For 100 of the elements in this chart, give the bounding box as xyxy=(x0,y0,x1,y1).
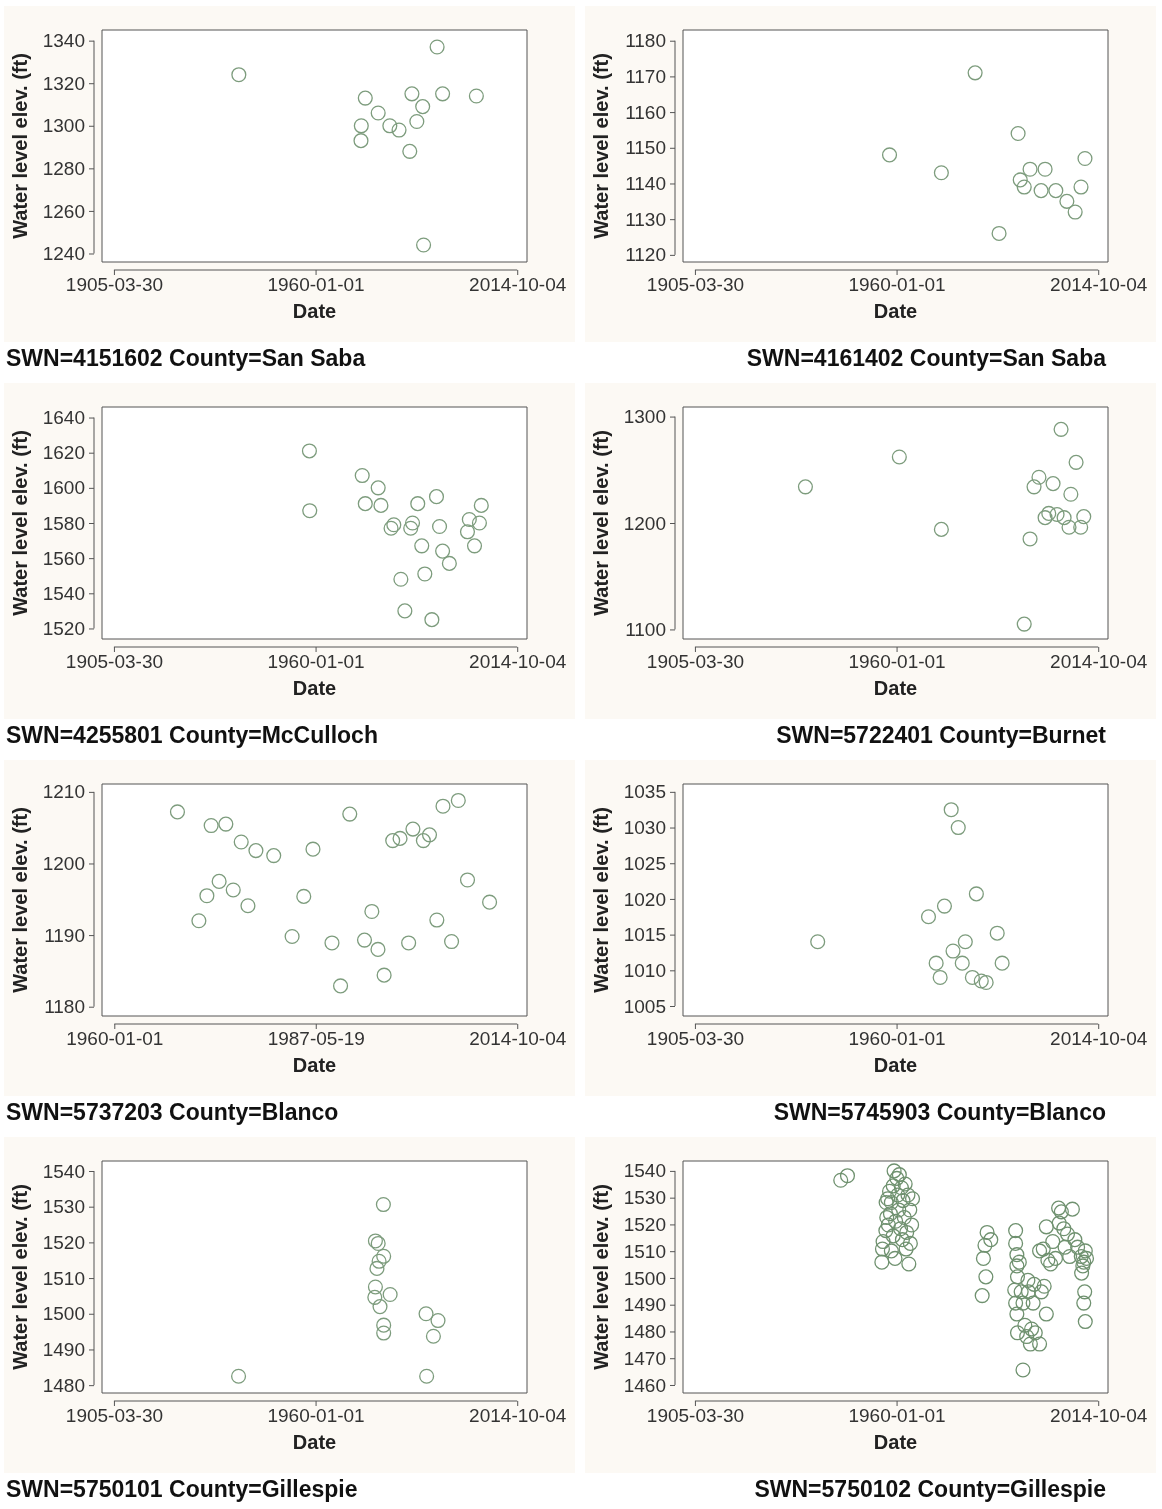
y-tick-label: 1260 xyxy=(42,200,85,222)
y-tick-label: 1620 xyxy=(42,442,85,464)
y-tick-label: 1180 xyxy=(625,30,666,52)
point xyxy=(967,65,983,81)
point xyxy=(1059,193,1075,209)
point xyxy=(376,1325,392,1341)
text: SWN=5750102 County=Gillespie xyxy=(754,1476,1106,1502)
point xyxy=(435,798,451,814)
point xyxy=(810,934,826,950)
point xyxy=(1016,179,1032,195)
point xyxy=(482,894,498,910)
point xyxy=(402,143,418,159)
y-tick-label: 1020 xyxy=(623,888,666,910)
y-tick-label: 1120 xyxy=(625,244,666,266)
x-tick-label: 1960-01-01 xyxy=(267,1405,365,1427)
point xyxy=(1056,510,1072,526)
y-tick-label: 1160 xyxy=(625,101,666,123)
y-tick-label: 1480 xyxy=(42,1374,85,1396)
point xyxy=(950,820,966,836)
point xyxy=(301,443,317,459)
point xyxy=(284,928,300,945)
point xyxy=(385,833,401,849)
point xyxy=(415,833,431,849)
point xyxy=(435,86,451,102)
text: SWN=5745903 County=Blanco xyxy=(773,1099,1106,1125)
point xyxy=(424,612,440,628)
point xyxy=(932,969,948,985)
point xyxy=(409,113,425,130)
y-tick-label: 1190 xyxy=(44,924,85,946)
y-tick-label: 1340 xyxy=(42,30,85,52)
point xyxy=(468,88,484,104)
x-axis-title: Date xyxy=(292,1054,337,1076)
point xyxy=(397,603,413,619)
x-tick-label: 1960-01-01 xyxy=(848,1028,946,1050)
x-tick-label: 2014-10-04 xyxy=(469,274,567,296)
point xyxy=(954,955,970,971)
point xyxy=(1010,125,1026,142)
x-tick-label: 1960-01-01 xyxy=(848,274,946,296)
point xyxy=(936,898,953,914)
point xyxy=(416,237,432,253)
point xyxy=(471,515,487,531)
point xyxy=(945,943,961,959)
y-tick-label: 1300 xyxy=(623,406,666,428)
x-axis-title: Date xyxy=(873,677,918,699)
point xyxy=(369,1260,385,1276)
point xyxy=(1033,183,1049,199)
y-axis-title: Water level elev. (ft) xyxy=(9,430,31,616)
y-tick-label: 1490 xyxy=(42,1339,85,1361)
point xyxy=(211,873,227,889)
y-tick-label: 1540 xyxy=(42,582,85,604)
point xyxy=(891,449,907,465)
point xyxy=(342,806,358,822)
x-axis-title: Date xyxy=(873,1431,918,1453)
y-axis-title: Water level elev. (ft) xyxy=(590,807,612,993)
y-tick-label: 1540 xyxy=(623,1160,666,1182)
y-tick-label: 1300 xyxy=(42,115,85,137)
text: SWN=5737203 County=Blanco xyxy=(6,1099,339,1125)
point xyxy=(404,515,421,531)
y-tick-label: 1530 xyxy=(42,1196,85,1218)
point xyxy=(296,888,312,904)
x-tick-label: 1905-03-30 xyxy=(646,274,745,296)
point xyxy=(1068,454,1084,470)
y-axis-title: Water level elev. (ft) xyxy=(9,53,31,239)
x-tick-label: 1960-01-01 xyxy=(848,651,946,673)
text: SWN=4255801 County=McCulloch xyxy=(6,722,378,748)
y-tick-label: 1520 xyxy=(623,1214,666,1235)
point xyxy=(191,913,207,929)
point xyxy=(444,933,460,950)
point xyxy=(450,792,466,809)
point xyxy=(333,978,349,994)
x-axis-title: Date xyxy=(873,1054,918,1076)
point xyxy=(240,898,256,914)
point xyxy=(461,511,477,528)
point xyxy=(376,1248,392,1264)
y-tick-label: 1035 xyxy=(623,781,666,803)
y-axis-title: Water level elev. (ft) xyxy=(590,1184,612,1370)
point xyxy=(418,1306,434,1322)
y-tick-label: 1200 xyxy=(623,512,666,534)
point xyxy=(410,496,426,512)
y-tick-label: 1580 xyxy=(42,512,85,534)
point xyxy=(428,489,445,505)
x-tick-label: 1905-03-30 xyxy=(646,1405,745,1427)
point xyxy=(1022,531,1038,547)
y-tick-label: 1510 xyxy=(623,1240,666,1262)
y-tick-label: 1170 xyxy=(625,65,666,87)
point xyxy=(376,1317,392,1333)
point xyxy=(466,538,483,554)
point xyxy=(994,955,1010,971)
y-tick-label: 1180 xyxy=(44,996,85,1018)
point xyxy=(233,834,249,850)
point xyxy=(370,941,386,957)
x-tick-label: 2014-10-04 xyxy=(1050,1405,1148,1427)
point xyxy=(430,1313,446,1329)
point xyxy=(353,133,369,149)
x-tick-label: 2014-10-04 xyxy=(469,1405,567,1427)
y-tick-label: 1520 xyxy=(42,1231,85,1253)
text: SWN=4161402 County=San Saba xyxy=(746,345,1107,371)
y-axis-title: Water level elev. (ft) xyxy=(590,53,612,239)
point xyxy=(968,886,984,902)
x-tick-label: 1905-03-30 xyxy=(646,651,745,673)
